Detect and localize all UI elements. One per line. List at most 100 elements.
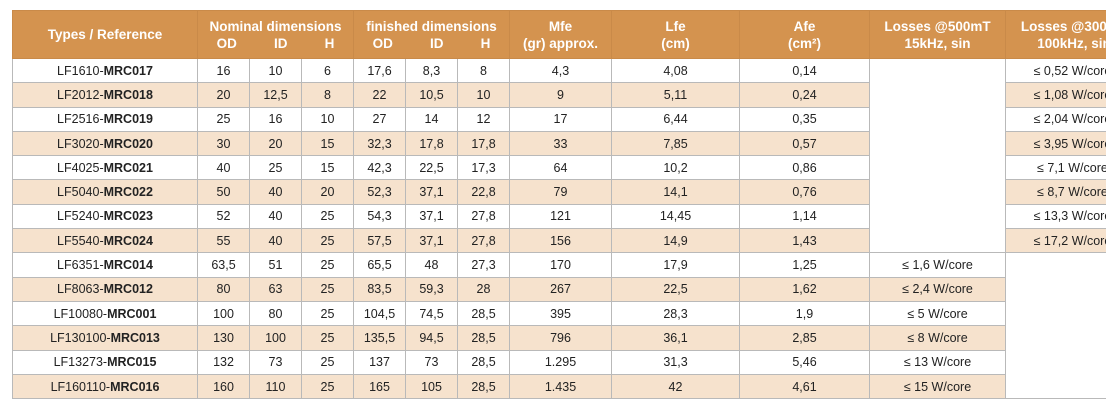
cell-finished-od: 57,5 (353, 228, 406, 254)
header-lfe: Lfe (cm) (611, 10, 740, 59)
cell-finished-od: 165 (353, 373, 406, 400)
cell-finished-id: 8,3 (405, 57, 458, 84)
cell-finished-od: 65,5 (353, 252, 406, 278)
cell-reference: LF10080-MRC001 (12, 300, 198, 327)
cell-finished-od: 32,3 (353, 130, 406, 157)
cell-losses-300-empty (1005, 252, 1106, 400)
cell-nominal-h: 25 (301, 325, 354, 351)
cell-nominal-id: 100 (249, 325, 302, 351)
cell-finished-id: 17,8 (405, 130, 458, 157)
header-finished: finished dimensions OD ID H (353, 10, 510, 59)
cell-nominal-od: 132 (197, 349, 250, 375)
cell-finished-id: 14 (405, 106, 458, 132)
cell-afe: 5,46 (739, 349, 870, 375)
cell-finished-h: 10 (457, 82, 510, 108)
cell-mfe: 17 (509, 106, 612, 132)
cell-mfe: 267 (509, 276, 612, 302)
cell-lfe: 14,1 (611, 179, 740, 205)
cell-nominal-id: 51 (249, 252, 302, 278)
reference-prefix: LF5240- (57, 209, 104, 224)
cell-finished-od: 137 (353, 349, 406, 375)
cell-lfe: 36,1 (611, 325, 740, 351)
cell-lfe: 42 (611, 373, 740, 400)
cell-afe: 1,25 (739, 252, 870, 278)
cell-finished-od: 42,3 (353, 155, 406, 181)
reference-code: MRC017 (103, 63, 153, 78)
cell-losses-300: ≤ 17,2 W/core* (1005, 228, 1106, 254)
header-losses-300: Losses @300mT 100kHz, sin (1005, 10, 1106, 59)
core-specs-table: Types / Reference Nominal dimensions OD … (12, 10, 1106, 400)
reference-prefix: LF8063- (57, 282, 104, 297)
cell-losses-300: ≤ 0,52 W/core* (1005, 57, 1106, 84)
cell-afe: 0,57 (739, 130, 870, 157)
losses-300-value: ≤ 17,2 W/core (1033, 233, 1106, 248)
cell-losses-300: ≤ 1,08 W/core* (1005, 82, 1106, 108)
cell-nominal-id: 12,5 (249, 82, 302, 108)
cell-mfe: 64 (509, 155, 612, 181)
cell-finished-id: 10,5 (405, 82, 458, 108)
cell-finished-id: 94,5 (405, 325, 458, 351)
cell-nominal-id: 25 (249, 155, 302, 181)
cell-reference: LF2516-MRC019 (12, 106, 198, 132)
cell-finished-id: 37,1 (405, 203, 458, 230)
cell-nominal-id: 110 (249, 373, 302, 400)
header-nominal-od: OD (216, 35, 237, 51)
cell-finished-id: 74,5 (405, 300, 458, 327)
cell-nominal-h: 25 (301, 252, 354, 278)
cell-lfe: 14,45 (611, 203, 740, 230)
cell-reference: LF2012-MRC018 (12, 82, 198, 108)
cell-afe: 0,86 (739, 155, 870, 181)
cell-mfe: 796 (509, 325, 612, 351)
cell-losses-300: ≤ 2,04 W/core* (1005, 106, 1106, 132)
cell-nominal-od: 25 (197, 106, 250, 132)
cell-finished-od: 54,3 (353, 203, 406, 230)
cell-nominal-id: 40 (249, 179, 302, 205)
losses-300-value: ≤ 2,04 W/core (1033, 112, 1106, 127)
reference-code: MRC021 (103, 160, 153, 175)
losses-300-value: ≤ 3,95 W/core (1033, 136, 1106, 151)
cell-losses-300: ≤ 8,7 W/core* (1005, 179, 1106, 205)
cell-losses-500: ≤ 8 W/core (869, 325, 1006, 351)
cell-lfe: 31,3 (611, 349, 740, 375)
table-row: LF6351-MRC014 63,5 51 25 65,5 48 27,3 170 17,9 1,… (12, 252, 1106, 400)
cell-nominal-od: 63,5 (197, 252, 250, 278)
cell-nominal-id: 40 (249, 228, 302, 254)
reference-prefix: LF2516- (57, 112, 104, 127)
cell-reference: LF8063-MRC012 (12, 276, 198, 302)
reference-code: MRC019 (103, 112, 153, 127)
cell-mfe: 79 (509, 179, 612, 205)
reference-code: MRC012 (103, 282, 153, 297)
header-mfe: Mfe (gr) approx. (509, 10, 612, 59)
cell-finished-h: 28,5 (457, 373, 510, 400)
losses-300-value: ≤ 0,52 W/core (1033, 63, 1106, 78)
reference-prefix: LF3020- (57, 136, 104, 151)
cell-nominal-od: 130 (197, 325, 250, 351)
reference-code: MRC013 (110, 330, 160, 345)
losses-300-value: ≤ 1,08 W/core (1033, 87, 1106, 102)
losses-300-value: ≤ 13,3 W/core (1033, 209, 1106, 224)
cell-mfe: 9 (509, 82, 612, 108)
table-body: LF1610-MRC017 16 10 6 17,6 8,3 8 4,3 4,08 0,14 ≤ 0… (12, 57, 1106, 400)
cell-losses-500: ≤ 2,4 W/core (869, 276, 1006, 302)
cell-afe: 1,14 (739, 203, 870, 230)
cell-finished-h: 27,8 (457, 203, 510, 230)
table-row: LF5540-MRC024 55 40 25 57,5 37,1 27,8 156 14,9 1,… (12, 228, 1106, 254)
cell-nominal-h: 25 (301, 349, 354, 375)
cell-finished-id: 37,1 (405, 228, 458, 254)
cell-reference: LF160110-MRC016 (12, 373, 198, 400)
cell-nominal-id: 73 (249, 349, 302, 375)
table-row: LF5040-MRC022 50 40 20 52,3 37,1 22,8 79 14,1 0,7… (12, 179, 1106, 205)
reference-prefix: LF5040- (57, 185, 104, 200)
reference-prefix: LF1610- (57, 63, 104, 78)
cell-losses-300: ≤ 3,95 W/core* (1005, 130, 1106, 157)
cell-finished-h: 8 (457, 57, 510, 84)
cell-nominal-h: 25 (301, 373, 354, 400)
header-nominal: Nominal dimensions OD ID H (197, 10, 354, 59)
losses-300-value: ≤ 8,7 W/core (1037, 185, 1106, 200)
cell-nominal-id: 63 (249, 276, 302, 302)
cell-finished-od: 83,5 (353, 276, 406, 302)
cell-losses-500: ≤ 5 W/core (869, 300, 1006, 327)
reference-code: MRC023 (103, 209, 153, 224)
cell-finished-od: 135,5 (353, 325, 406, 351)
cell-losses-500: ≤ 1,6 W/core (869, 252, 1006, 278)
